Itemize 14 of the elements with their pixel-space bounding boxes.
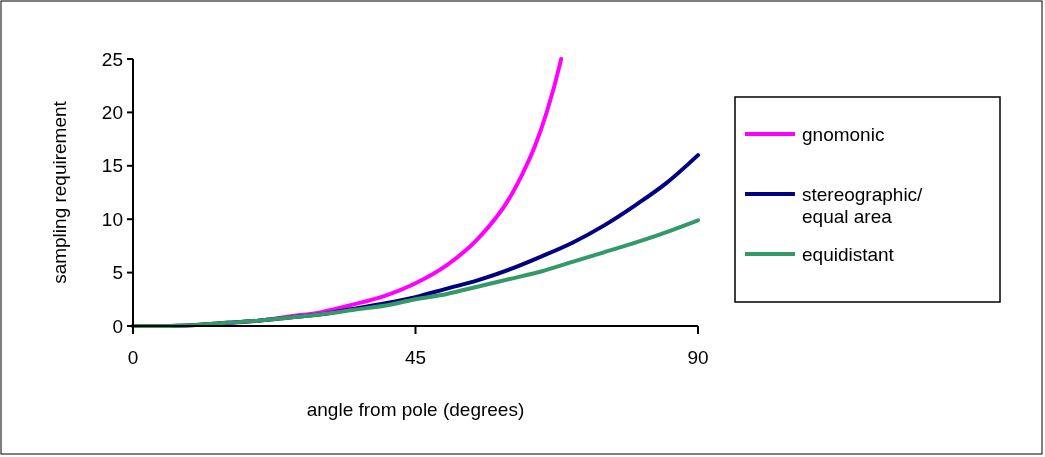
y-tick-label: 25 xyxy=(101,48,123,70)
legend-label: gnomonic xyxy=(802,123,885,145)
y-tick-label: 20 xyxy=(101,102,123,124)
y-tick-label: 10 xyxy=(101,208,123,230)
y-tick-label: 15 xyxy=(101,155,123,177)
x-tick-label: 45 xyxy=(404,347,427,368)
y-axis-title: sampling requirement xyxy=(49,100,70,284)
legend-label: equidistant xyxy=(802,243,895,265)
x-tick-label: 0 xyxy=(127,347,139,368)
y-tick-label: 5 xyxy=(112,262,123,284)
y-tick-label: 0 xyxy=(112,315,123,337)
x-axis-title: angle from pole (degrees) xyxy=(306,399,525,420)
legend-label: stereographic/ equal area xyxy=(802,183,924,228)
x-tick-label: 90 xyxy=(687,347,709,368)
